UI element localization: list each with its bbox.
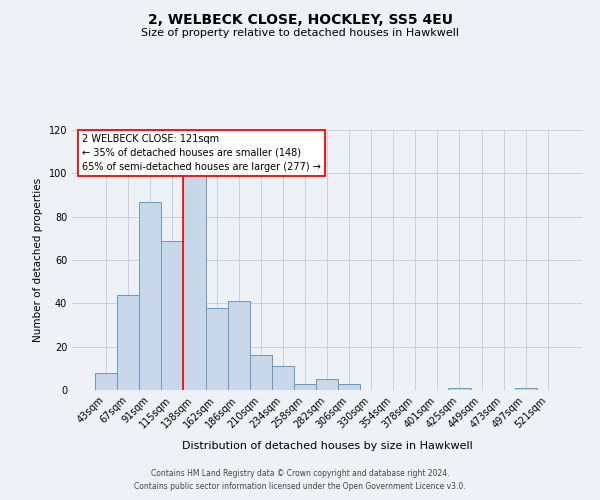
Bar xyxy=(227,301,250,390)
Text: 2 WELBECK CLOSE: 121sqm
← 35% of detached houses are smaller (148)
65% of semi-d: 2 WELBECK CLOSE: 121sqm ← 35% of detache… xyxy=(82,134,321,172)
Bar xyxy=(448,388,470,390)
Text: Contains HM Land Registry data © Crown copyright and database right 2024.: Contains HM Land Registry data © Crown c… xyxy=(151,468,449,477)
Text: 2, WELBECK CLOSE, HOCKLEY, SS5 4EU: 2, WELBECK CLOSE, HOCKLEY, SS5 4EU xyxy=(148,12,452,26)
Bar xyxy=(117,294,139,390)
Text: Size of property relative to detached houses in Hawkwell: Size of property relative to detached ho… xyxy=(141,28,459,38)
Text: Contains public sector information licensed under the Open Government Licence v3: Contains public sector information licen… xyxy=(134,482,466,491)
Bar xyxy=(316,379,338,390)
Bar xyxy=(161,240,184,390)
Bar xyxy=(139,202,161,390)
Bar xyxy=(250,356,272,390)
Bar xyxy=(515,388,537,390)
X-axis label: Distribution of detached houses by size in Hawkwell: Distribution of detached houses by size … xyxy=(182,441,472,451)
Bar xyxy=(184,174,206,390)
Bar xyxy=(294,384,316,390)
Y-axis label: Number of detached properties: Number of detached properties xyxy=(33,178,43,342)
Bar xyxy=(95,372,117,390)
Bar xyxy=(338,384,360,390)
Bar xyxy=(206,308,227,390)
Bar xyxy=(272,366,294,390)
